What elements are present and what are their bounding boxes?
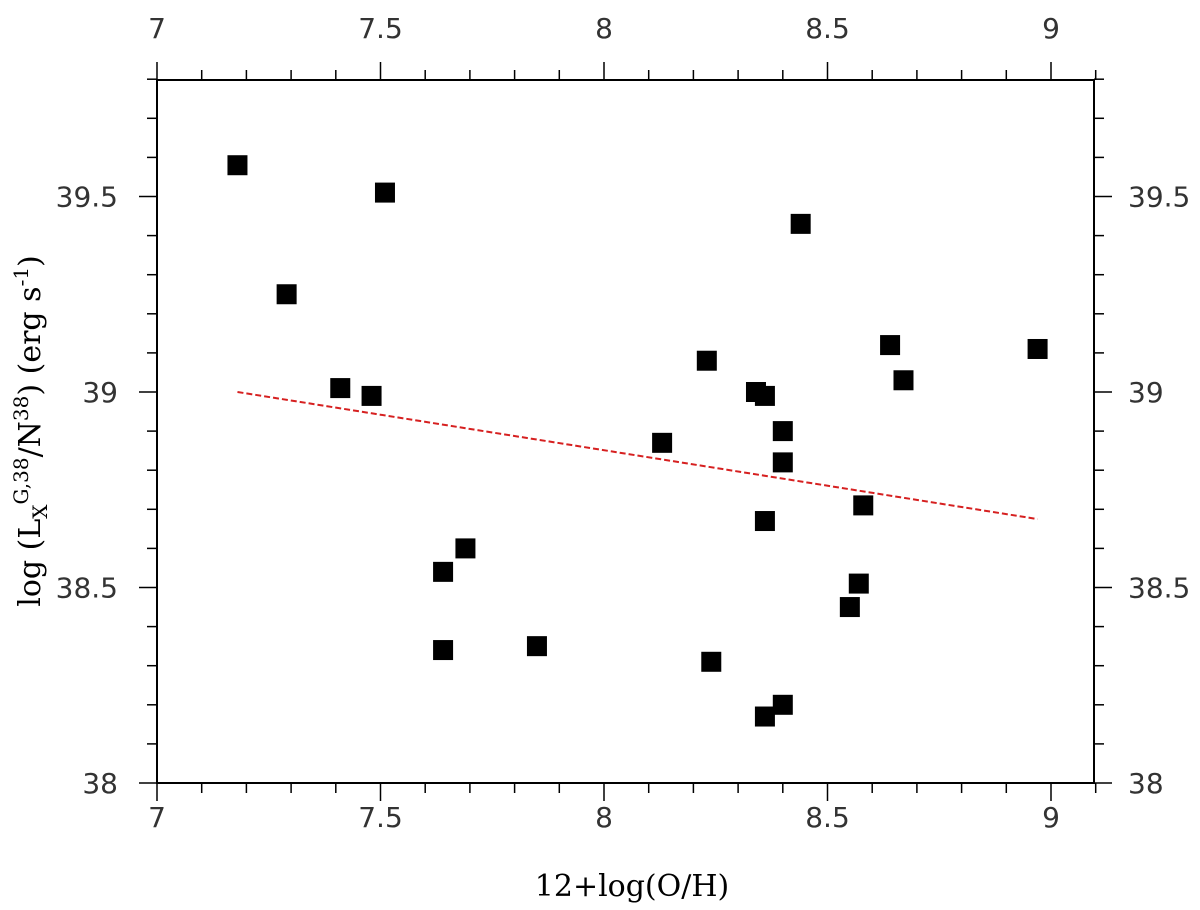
y-tick-label-left: 38 bbox=[82, 767, 118, 800]
data-point bbox=[853, 495, 874, 516]
x-tick-label-top: 8 bbox=[595, 12, 613, 45]
data-point bbox=[701, 651, 722, 672]
y-tick-label-right: 39 bbox=[1128, 376, 1164, 409]
axis-ticks bbox=[139, 62, 1112, 801]
y-axis-title: log (LXG,38/N38) (erg s-1) bbox=[9, 255, 52, 607]
data-point bbox=[772, 421, 793, 442]
x-tick-label-bottom: 8.5 bbox=[805, 801, 850, 834]
data-point bbox=[433, 640, 454, 661]
data-point bbox=[455, 538, 476, 559]
y-tick-label-left: 39 bbox=[82, 376, 118, 409]
data-point bbox=[276, 284, 297, 305]
y-tick-label-left: 39.5 bbox=[56, 181, 118, 214]
data-point bbox=[754, 511, 775, 532]
x-tick-label-bottom: 9 bbox=[1042, 801, 1060, 834]
data-point bbox=[772, 452, 793, 473]
data-point bbox=[893, 370, 914, 391]
plot-frame bbox=[156, 79, 1095, 784]
data-point bbox=[433, 561, 454, 582]
y-tick-label-left: 38.5 bbox=[56, 572, 118, 605]
data-point bbox=[330, 378, 351, 399]
data-point bbox=[754, 706, 775, 727]
y-tick-label-right: 38 bbox=[1128, 767, 1164, 800]
fit-line bbox=[237, 391, 1038, 521]
data-point bbox=[1027, 338, 1048, 359]
data-point bbox=[227, 155, 248, 176]
data-point bbox=[652, 432, 673, 453]
x-tick-label-bottom: 8 bbox=[595, 801, 613, 834]
data-point bbox=[839, 597, 860, 618]
axis-tick-labels: 7 7 7.5 7.5 8 8 8.5 8.5 9 9 38 38 38.5 38.5 39 39 39.5 39… bbox=[56, 12, 1191, 834]
data-point bbox=[848, 573, 869, 594]
data-point bbox=[880, 335, 901, 356]
data-point bbox=[790, 213, 811, 234]
data-point bbox=[772, 694, 793, 715]
x-tick-label-bottom: 7 bbox=[148, 801, 166, 834]
x-axis-title: 12+log(O/H) bbox=[535, 869, 729, 904]
y-tick-label-right: 39.5 bbox=[1128, 181, 1190, 214]
data-points bbox=[227, 155, 1048, 727]
x-tick-label-bottom: 7.5 bbox=[358, 801, 403, 834]
x-tick-label-top: 7 bbox=[148, 12, 166, 45]
x-tick-label-top: 9 bbox=[1042, 12, 1060, 45]
x-tick-label-top: 7.5 bbox=[358, 12, 403, 45]
data-point bbox=[526, 636, 547, 657]
data-point bbox=[754, 385, 775, 406]
data-point bbox=[696, 350, 717, 371]
data-point bbox=[374, 182, 395, 203]
data-point bbox=[361, 385, 382, 406]
x-tick-label-top: 8.5 bbox=[805, 12, 850, 45]
y-tick-label-right: 38.5 bbox=[1128, 572, 1190, 605]
